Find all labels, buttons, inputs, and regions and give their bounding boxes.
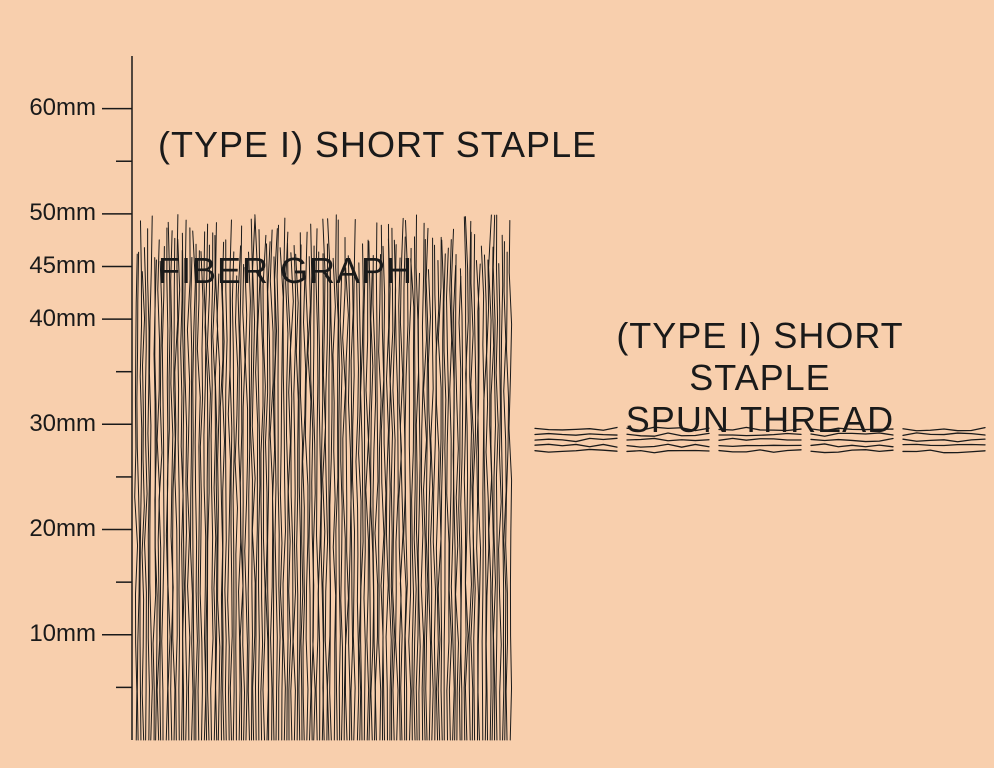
- axis-label: 45mm: [0, 252, 96, 280]
- axis-label: 20mm: [0, 515, 96, 543]
- fiber-title-line2: FIBER GRAPH: [158, 250, 597, 292]
- axis-label: 50mm: [0, 199, 96, 227]
- spun-thread-title: (TYPE I) SHORT STAPLE SPUN THREAD: [545, 315, 975, 441]
- fiber-graph-title: (TYPE I) SHORT STAPLE FIBER GRAPH: [158, 40, 597, 376]
- axis-label: 10mm: [0, 620, 96, 648]
- diagram-canvas: (TYPE I) SHORT STAPLE FIBER GRAPH (TYPE …: [0, 0, 994, 768]
- axis-label: 40mm: [0, 305, 96, 333]
- thread-title-line2: SPUN THREAD: [545, 399, 975, 441]
- axis-label: 60mm: [0, 94, 96, 122]
- fiber-title-line1: (TYPE I) SHORT STAPLE: [158, 124, 597, 166]
- axis-label: 30mm: [0, 410, 96, 438]
- thread-title-line1: (TYPE I) SHORT STAPLE: [545, 315, 975, 399]
